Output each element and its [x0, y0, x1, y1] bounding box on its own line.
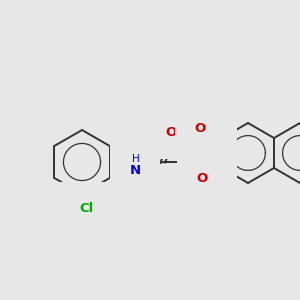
- Text: O: O: [165, 127, 177, 140]
- Text: O: O: [194, 122, 206, 134]
- Text: N: N: [129, 164, 141, 176]
- Text: Cl: Cl: [79, 202, 93, 214]
- Text: O: O: [196, 172, 208, 184]
- Text: S: S: [205, 146, 215, 160]
- Text: H: H: [132, 154, 140, 164]
